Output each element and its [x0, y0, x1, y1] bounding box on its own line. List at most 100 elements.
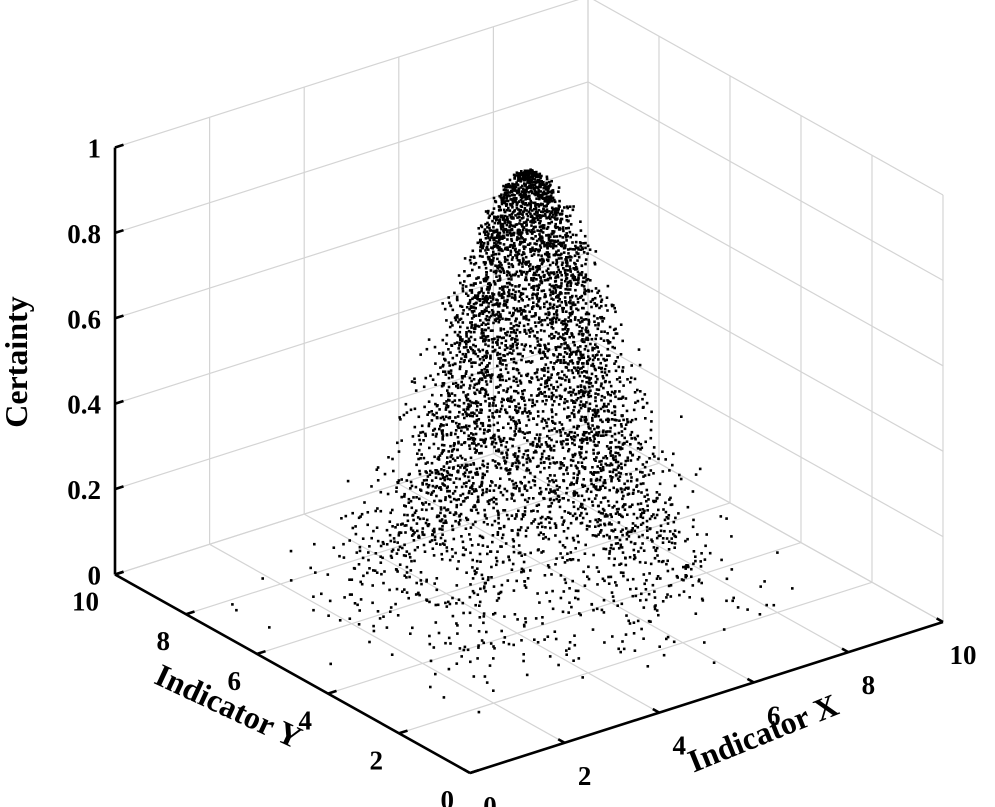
data-point — [447, 600, 450, 604]
data-point — [610, 463, 614, 467]
data-point — [391, 508, 394, 512]
data-point — [654, 499, 658, 503]
data-point — [505, 451, 508, 454]
data-point — [492, 231, 495, 234]
grid-lines — [114, 0, 944, 774]
data-point — [492, 303, 496, 307]
data-point — [624, 503, 627, 506]
data-point — [585, 418, 588, 422]
data-point — [504, 246, 507, 250]
data-point — [470, 442, 474, 445]
data-point — [511, 246, 515, 250]
data-point — [478, 452, 481, 455]
data-point — [416, 452, 419, 455]
data-point — [590, 430, 593, 433]
data-point — [505, 469, 509, 472]
data-point — [480, 303, 484, 307]
data-point — [481, 438, 484, 442]
data-point — [484, 371, 487, 374]
data-point — [439, 488, 443, 491]
data-point — [433, 427, 437, 431]
data-point — [451, 555, 454, 558]
data-point — [490, 523, 494, 527]
data-point — [502, 336, 505, 339]
data-point — [606, 284, 610, 288]
data-point — [496, 257, 499, 261]
data-point — [469, 283, 473, 287]
data-point — [425, 347, 429, 351]
data-point — [549, 517, 553, 521]
data-point — [543, 574, 547, 577]
data-point — [517, 402, 520, 406]
data-point — [612, 458, 616, 462]
data-point — [465, 518, 469, 522]
data-point — [599, 407, 603, 411]
data-point — [462, 472, 465, 476]
data-point — [595, 334, 598, 337]
data-point — [587, 318, 590, 322]
data-point — [353, 602, 357, 605]
data-point — [557, 249, 560, 252]
data-point — [581, 353, 585, 357]
data-point — [516, 532, 520, 536]
data-point — [473, 427, 477, 430]
data-point — [529, 486, 533, 489]
data-point — [680, 578, 684, 581]
data-point — [477, 543, 480, 546]
data-point — [496, 351, 499, 355]
data-point — [555, 360, 558, 363]
data-point — [563, 373, 566, 377]
data-point — [576, 308, 580, 312]
data-point — [694, 559, 697, 563]
data-point — [595, 431, 598, 434]
data-point — [481, 544, 485, 547]
data-point — [584, 318, 588, 321]
data-point — [514, 319, 517, 323]
data-point — [626, 493, 630, 496]
data-point — [550, 395, 554, 398]
data-point — [460, 380, 463, 384]
data-point — [489, 329, 493, 332]
data-point — [474, 352, 478, 356]
data-point — [385, 626, 389, 629]
data-point — [672, 452, 675, 456]
data-point — [534, 225, 537, 229]
data-point — [491, 211, 495, 214]
data-point — [421, 483, 424, 486]
data-point — [621, 505, 625, 509]
data-point — [560, 300, 563, 304]
data-point — [598, 478, 602, 482]
data-point — [579, 220, 582, 223]
data-point — [582, 298, 585, 302]
data-point — [502, 436, 506, 440]
data-point — [645, 460, 648, 464]
data-point — [525, 186, 528, 190]
data-point — [530, 509, 533, 513]
data-point — [543, 302, 546, 305]
data-point — [458, 335, 462, 339]
data-point — [495, 230, 498, 234]
data-point — [395, 587, 399, 591]
data-point — [577, 281, 580, 285]
data-point — [509, 385, 513, 389]
data-point — [536, 288, 539, 292]
data-point — [409, 499, 413, 503]
data-point — [501, 225, 504, 228]
data-point — [487, 310, 491, 314]
data-point — [613, 306, 616, 310]
data-point — [547, 378, 551, 382]
data-point — [585, 370, 588, 373]
data-point — [599, 384, 603, 388]
data-point — [576, 534, 579, 538]
data-point — [524, 620, 528, 624]
data-point — [487, 415, 490, 419]
data-point — [552, 231, 555, 235]
data-point — [415, 581, 418, 585]
data-point — [552, 286, 556, 290]
data-point — [504, 192, 508, 196]
data-point — [661, 450, 664, 453]
data-point — [618, 475, 622, 478]
data-point — [486, 297, 489, 301]
data-point — [526, 304, 530, 307]
data-point — [566, 472, 569, 475]
